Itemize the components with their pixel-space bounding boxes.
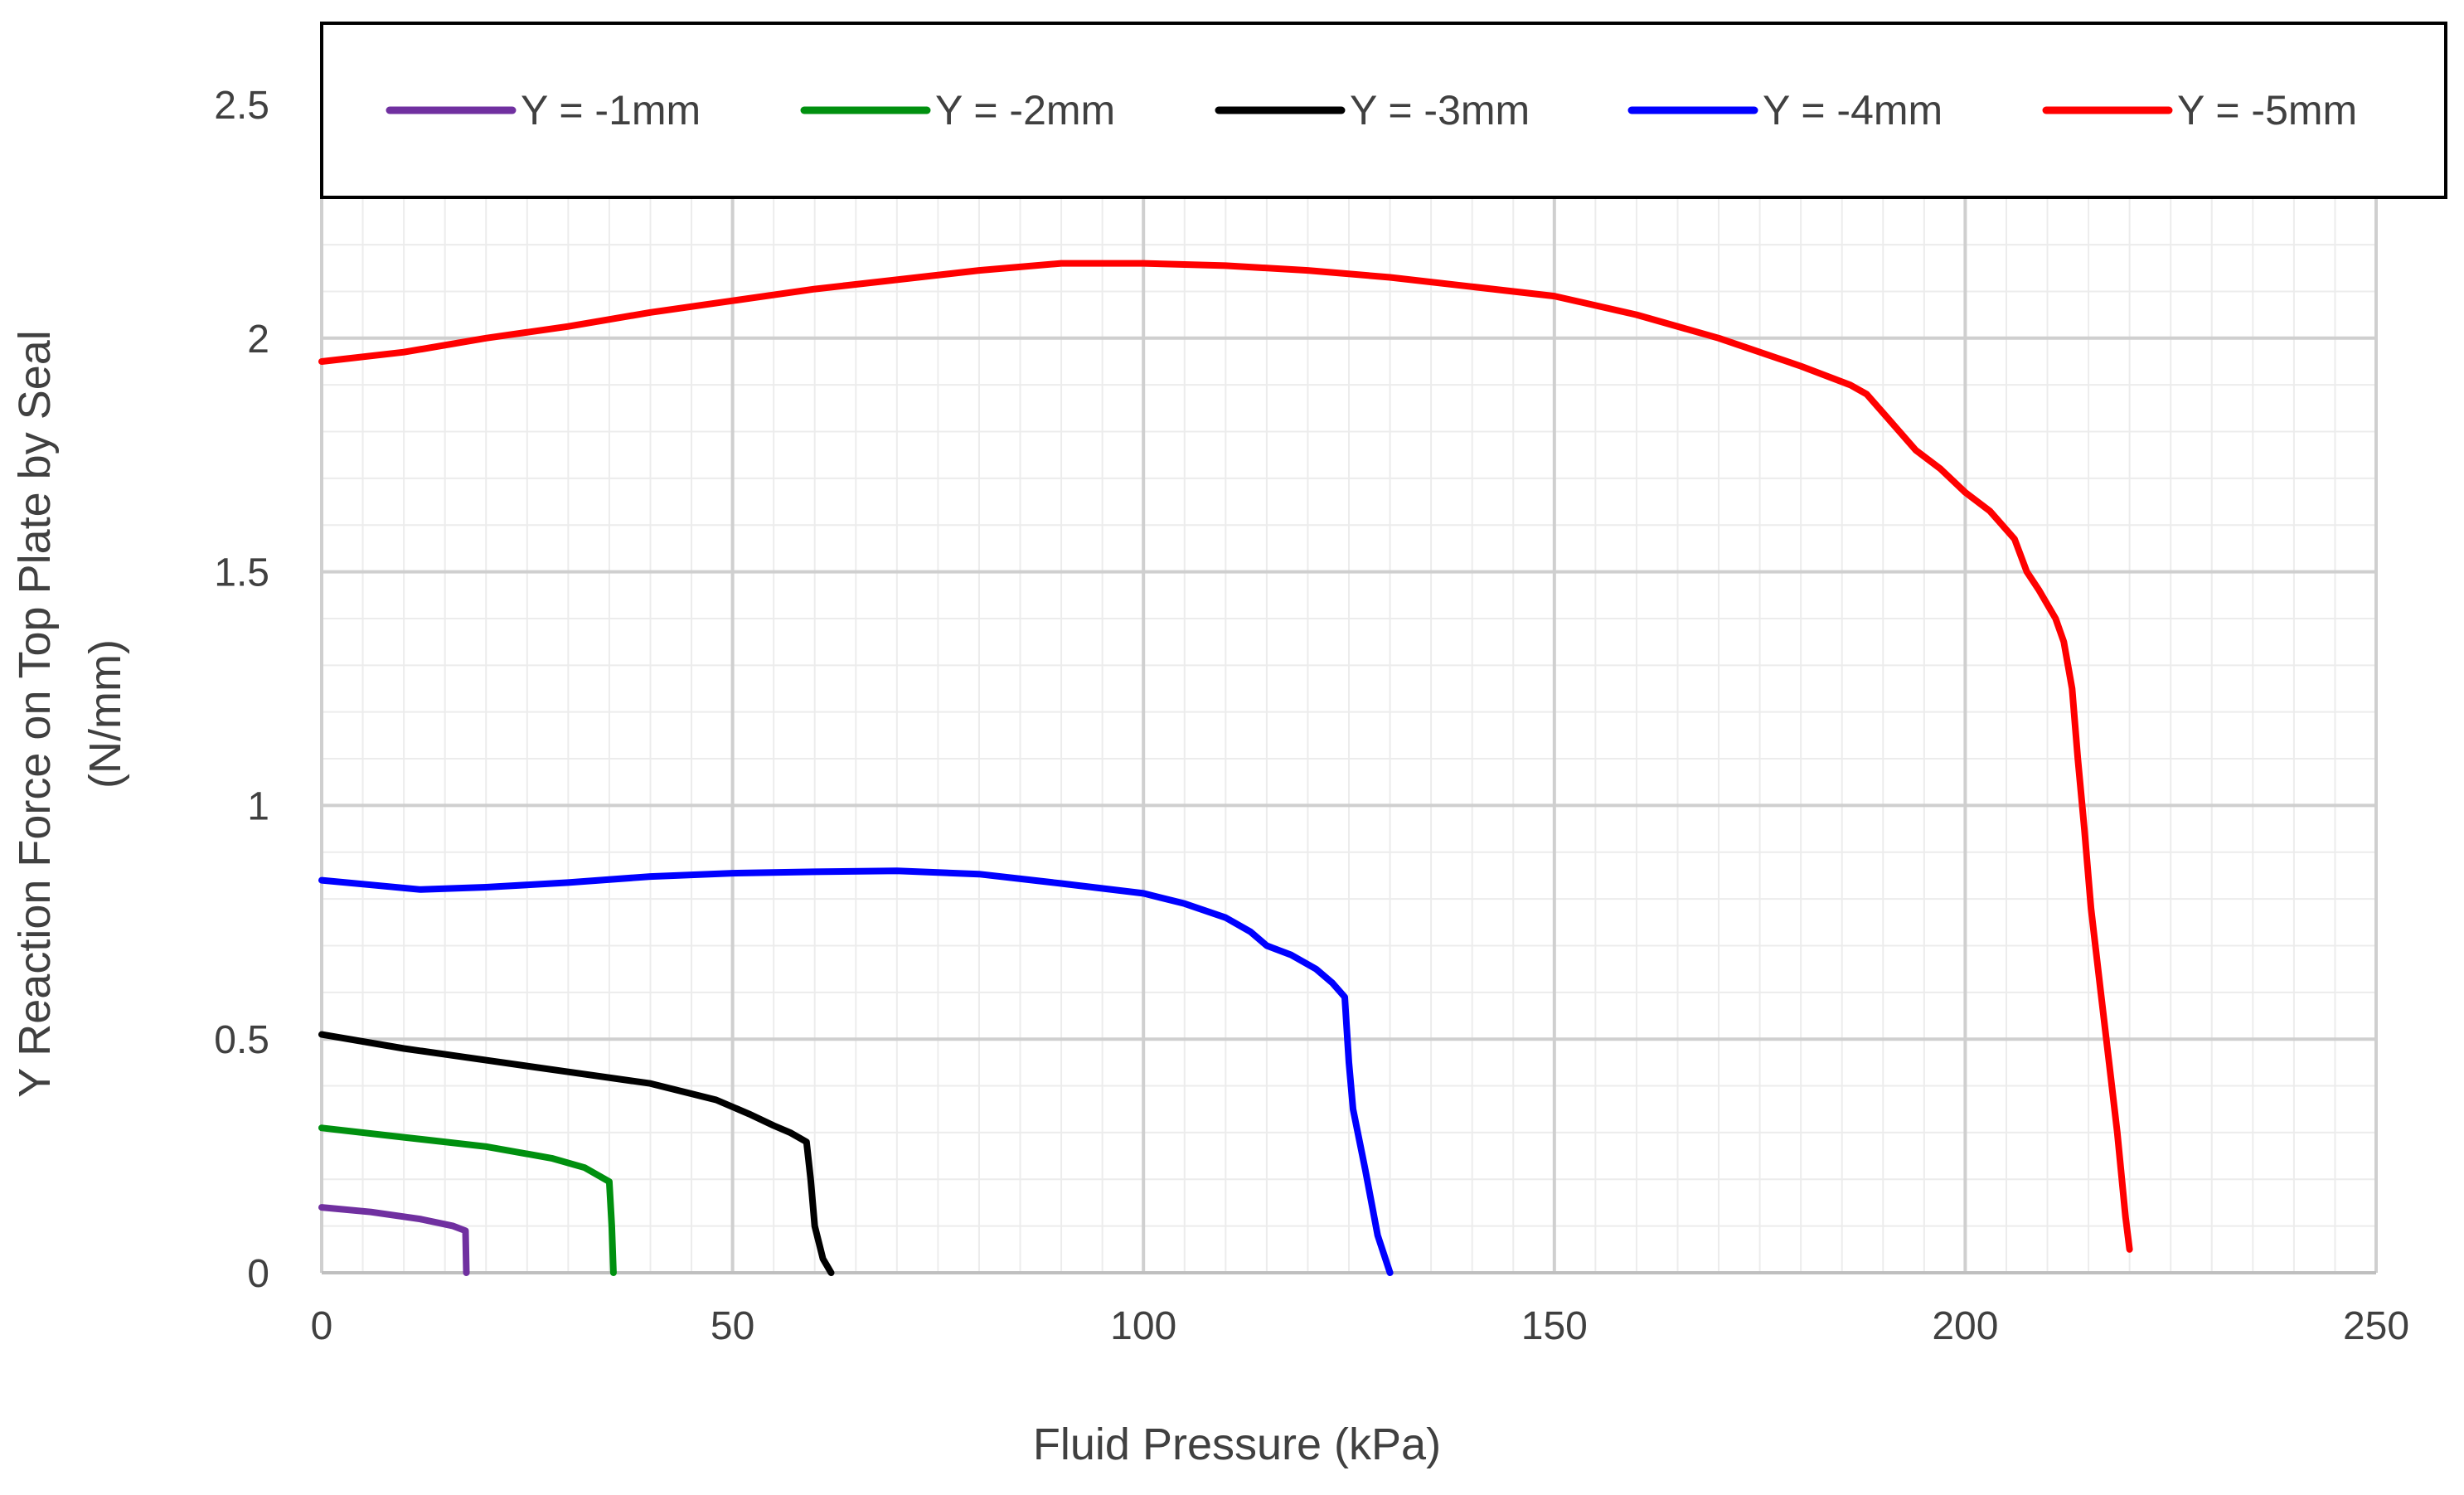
series-line-1 xyxy=(318,1204,470,1276)
y-tick-label: 1 xyxy=(247,784,269,828)
y-tick-label: 0 xyxy=(247,1252,269,1296)
x-axis-ticks: 0 50 100 150 200 250 xyxy=(311,1304,2409,1348)
x-tick-label: 50 xyxy=(711,1304,754,1348)
series-line-4 xyxy=(318,867,1394,1276)
x-tick-label: 150 xyxy=(1521,1304,1588,1348)
series-line-3 xyxy=(318,1031,835,1276)
y-tick-label: 1.5 xyxy=(214,551,269,595)
legend-label-4: Y = -4mm xyxy=(1763,87,1943,133)
y-axis-title: Y Reaction Force on Top Plate by Seal xyxy=(10,330,60,1098)
y-axis-ticks: 0 0.5 1 1.5 2 2.5 xyxy=(214,84,269,1296)
x-axis-title: Fluid Pressure (kPa) xyxy=(1033,1420,1441,1469)
legend: Y = -1mm Y = -2mm Y = -3mm Y = -4mm Y = -5mm xyxy=(320,22,2447,199)
legend-label-3: Y = -3mm xyxy=(1350,87,1530,133)
x-tick-label: 200 xyxy=(1932,1304,1998,1348)
x-tick-label: 250 xyxy=(2343,1304,2409,1348)
x-tick-label: 0 xyxy=(311,1304,333,1348)
series-line-2 xyxy=(318,1124,617,1276)
x-tick-label: 100 xyxy=(1110,1304,1176,1348)
legend-label-2: Y = -2mm xyxy=(935,87,1115,133)
y-tick-label: 0.5 xyxy=(214,1018,269,1062)
y-tick-label: 2 xyxy=(247,318,269,362)
series-lines xyxy=(318,260,2133,1276)
legend-label-5: Y = -5mm xyxy=(2177,87,2357,133)
y-tick-label: 2.5 xyxy=(214,84,269,128)
legend-label-1: Y = -1mm xyxy=(521,87,701,133)
series-line-5 xyxy=(318,260,2133,1253)
y-axis-title-units: (N/mm) xyxy=(80,639,130,789)
